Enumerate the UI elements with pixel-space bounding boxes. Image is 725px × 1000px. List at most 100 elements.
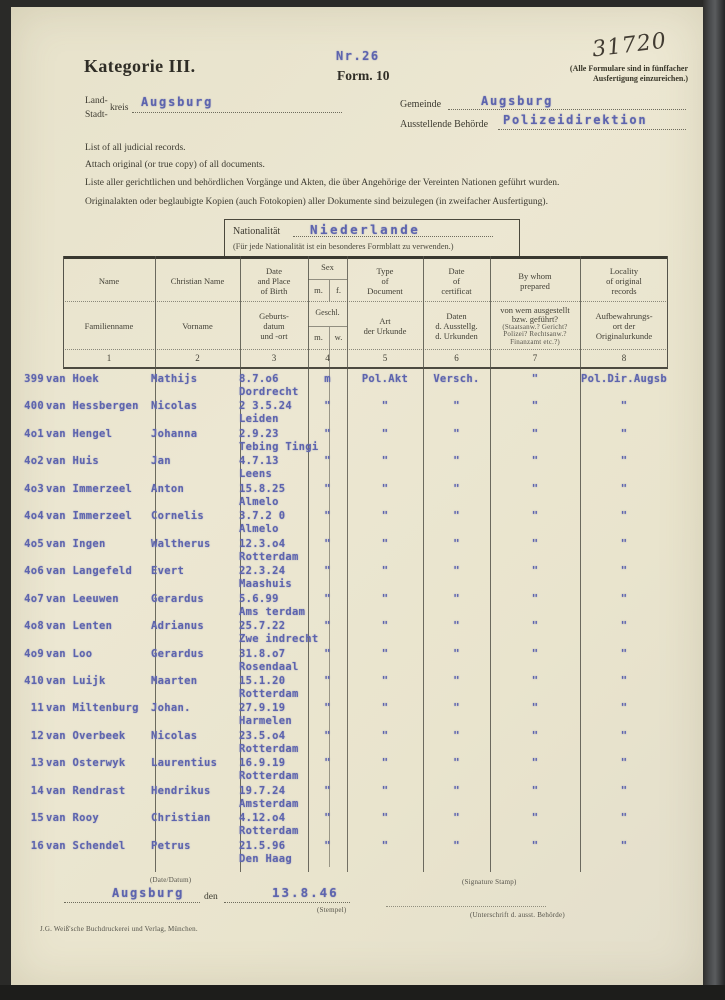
records-locality: ": [620, 510, 628, 523]
birth-date: 31.8.o7: [239, 647, 286, 660]
col-header-en-sex-f: f.: [336, 285, 341, 295]
geschl-header-underline: [308, 326, 347, 327]
footer-place-line: [64, 893, 200, 903]
document-type: ": [381, 565, 389, 578]
signature-stamp-label: (Signature Stamp): [462, 878, 517, 886]
surname: van Loo: [46, 647, 93, 660]
surname: van Immerzeel: [46, 510, 133, 523]
table-row: 13 van Osterwyk Laurentius 16.9.19 Rotte…: [0, 757, 725, 785]
document-type: ": [381, 537, 389, 550]
prepared-by: ": [531, 537, 539, 550]
behoerde-value: Polizeidirektion: [503, 113, 648, 127]
certificate-date: ": [453, 455, 460, 468]
birth-date: 21.5.96: [239, 839, 286, 852]
table-right-border: [667, 256, 668, 368]
certificate-date: ": [453, 839, 460, 852]
col-header-en-christian-name: Christian Name: [170, 275, 225, 286]
col-number-1: 1: [106, 353, 112, 363]
prepared-by: ": [531, 812, 539, 825]
certificate-date: ": [453, 400, 460, 413]
christian-name: Anton: [151, 482, 185, 495]
table-row: 16 van Schendel Petrus 21.5.96 Den Haag …: [0, 840, 725, 868]
birth-date: 4.7.13: [239, 455, 279, 468]
row-number: 4o3: [24, 482, 44, 495]
records-locality: ": [620, 647, 628, 660]
prepared-by: ": [531, 784, 539, 797]
document-type: ": [381, 729, 389, 742]
col-header-de-vorname: Vorname: [182, 321, 213, 331]
surname: van Hessbergen: [46, 400, 139, 413]
col-line-3: [308, 256, 309, 872]
prepared-by: ": [531, 455, 539, 468]
certificate-date: ": [453, 510, 460, 523]
row-number: 400: [24, 400, 44, 413]
row-number: 16: [30, 839, 44, 852]
surname: van Ingen: [46, 537, 106, 550]
sex-value: ": [324, 674, 331, 687]
sex-value: ": [324, 565, 331, 578]
instruction-line-1: List of all judicial records.: [85, 143, 186, 153]
birth-place: Harmelen: [239, 715, 292, 728]
birth-date: 2.9.23: [239, 427, 279, 440]
certificate-date: ": [453, 729, 460, 742]
prepared-by: ": [531, 427, 539, 440]
sex-value: ": [324, 620, 331, 633]
certificate-date: ": [453, 647, 460, 660]
christian-name: Johan.: [151, 702, 191, 715]
christian-name: Christian: [151, 812, 211, 825]
nationality-note: (Für jede Nationalität ist ein besondere…: [233, 242, 454, 251]
sex-value: ": [324, 427, 331, 440]
col-number-2: 2: [195, 353, 200, 363]
records-locality: ": [620, 427, 628, 440]
col-header-de-art: Art der Urkunde: [363, 316, 407, 336]
prepared-by: ": [531, 400, 539, 413]
kreis-label: kreis: [110, 103, 129, 113]
instruction-line-4: Originalakten oder beglaubigte Kopien (a…: [85, 197, 548, 207]
certificate-date: ": [453, 427, 460, 440]
gemeinde-label: Gemeinde: [400, 99, 442, 110]
certificate-date: ": [453, 812, 460, 825]
prepared-by: ": [531, 592, 539, 605]
kreis-field-line: [132, 103, 342, 113]
certificate-date: ": [453, 702, 460, 715]
christian-name: Jan: [151, 455, 171, 468]
table-row: 15 van Rooy Christian 4.12.o4 Rotterdam …: [0, 812, 725, 840]
birth-place: Rosendaal: [239, 660, 299, 673]
sex-value: ": [324, 729, 331, 742]
table-row: 4o7 van Leeuwen Gerardus 5.6.99 Ams terd…: [0, 593, 725, 621]
records-locality: ": [620, 400, 628, 413]
sex-value: ": [324, 537, 331, 550]
birth-place: Zwe indrecht: [239, 633, 319, 646]
sex-value: m: [324, 373, 331, 385]
col-header-en-prepared-by: By whom prepared: [518, 270, 552, 291]
table-row: 400 van Hessbergen Nicolas 2 3.5.24 Leid…: [0, 400, 725, 428]
records-locality: ": [620, 482, 628, 495]
behoerde-field-line: [498, 120, 686, 130]
col-header-de-familienname: Familienname: [84, 321, 134, 331]
scan-edge-right: [703, 0, 725, 1000]
nationality-box: [224, 219, 520, 259]
table-row: 4o3 van Immerzeel Anton 15.8.25 Almelo "…: [0, 483, 725, 511]
document-type: Pol.Akt: [361, 373, 409, 385]
surname: van Rendrast: [46, 784, 126, 797]
row-number: 399: [24, 373, 44, 385]
records-locality: ": [620, 620, 628, 633]
document-type: ": [381, 812, 389, 825]
prepared-by: ": [531, 729, 539, 742]
prepared-by: ": [531, 647, 539, 660]
document-type: ": [381, 482, 389, 495]
birth-date: 15.8.25: [239, 482, 286, 495]
records-locality: ": [620, 812, 628, 825]
signature-line: [386, 897, 546, 907]
christian-name: Nicolas: [151, 400, 198, 413]
birth-place: Almelo: [239, 495, 279, 508]
table-row: 11 van Miltenburg Johan. 27.9.19 Harmele…: [0, 702, 725, 730]
col-number-4: 4: [325, 353, 330, 363]
col-header-en-sex-m: m.: [314, 285, 323, 295]
birth-date: 15.1.20: [239, 674, 286, 687]
birth-place: Leens: [239, 468, 273, 481]
table-row: 14 van Rendrast Hendrikus 19.7.24 Amster…: [0, 785, 725, 813]
prepared-by: ": [531, 620, 539, 633]
surname: van Overbeek: [46, 729, 126, 742]
col-number-5: 5: [382, 353, 388, 363]
